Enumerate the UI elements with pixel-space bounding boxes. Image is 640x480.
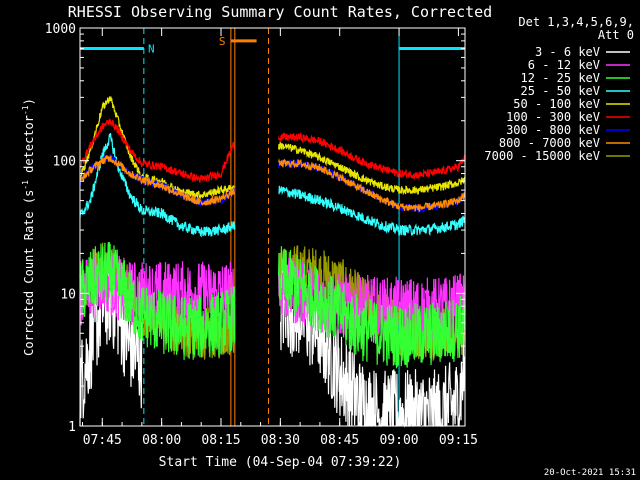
series-line: [79, 155, 466, 212]
y-axis-label-sup2: -1: [21, 105, 30, 115]
y-tick-label: 10: [60, 287, 76, 302]
x-tick-label: 08:45: [320, 433, 359, 448]
legend-entry-label: 7000 - 15000 keV: [484, 149, 600, 163]
x-axis-label: Start Time (04-Sep-04 07:39:22): [159, 455, 402, 470]
x-tick-label: 09:15: [439, 433, 478, 448]
y-axis-label-mid: detector: [22, 115, 36, 180]
axes: [79, 27, 466, 427]
legend-entry-label: 6 - 12 keV: [528, 58, 600, 72]
series-line: [79, 118, 466, 183]
plot-frame: [79, 27, 466, 427]
legend-header-line-2: Att 0: [598, 28, 634, 42]
y-tick-label: 1: [68, 420, 76, 435]
y-axis-label-main: Corrected Count Rate (s: [22, 190, 36, 356]
series-line: [79, 241, 466, 369]
x-tick-label: 09:00: [379, 433, 418, 448]
legend-entry-label: 3 - 6 keV: [535, 45, 600, 59]
ticks-layer: 07:45 08:00 08:15 08:30 08:45 09:00 09:15 1 10 10…: [45, 22, 478, 448]
y-tick-label: 100: [53, 155, 76, 170]
flag-label: N: [148, 43, 155, 56]
y-axis-label: Corrected Count Rate (s-1 detector-1): [21, 98, 36, 356]
y-axis-label-sup1: -1: [21, 180, 30, 190]
flag-label: S: [219, 35, 226, 48]
x-tick-label: 08:00: [142, 433, 181, 448]
x-tick-label: 07:45: [83, 433, 122, 448]
legend-entry-label: 300 - 800 keV: [506, 123, 600, 137]
chart-title: RHESSI Observing Summary Count Rates, Co…: [68, 3, 492, 21]
series-layer: [79, 96, 466, 428]
generation-timestamp: 20-Oct-2021 15:31: [544, 468, 636, 478]
legend-entry-label: 12 - 25 keV: [521, 71, 600, 85]
legend-header-line-1: Det 1,3,4,5,6,9,: [518, 15, 634, 29]
legend-entry-label: 800 - 7000 keV: [499, 136, 600, 150]
series-line: [79, 133, 466, 238]
legend-entry-label: 25 - 50 keV: [521, 84, 600, 98]
y-axis-label-end: ): [22, 98, 36, 105]
y-tick-label: 1000: [45, 22, 76, 37]
x-tick-label: 08:30: [261, 433, 300, 448]
x-tick-label: 08:15: [201, 433, 240, 448]
legend-entry-label: 100 - 300 keV: [506, 110, 600, 124]
legend-entry-label: 50 - 100 keV: [513, 97, 600, 111]
